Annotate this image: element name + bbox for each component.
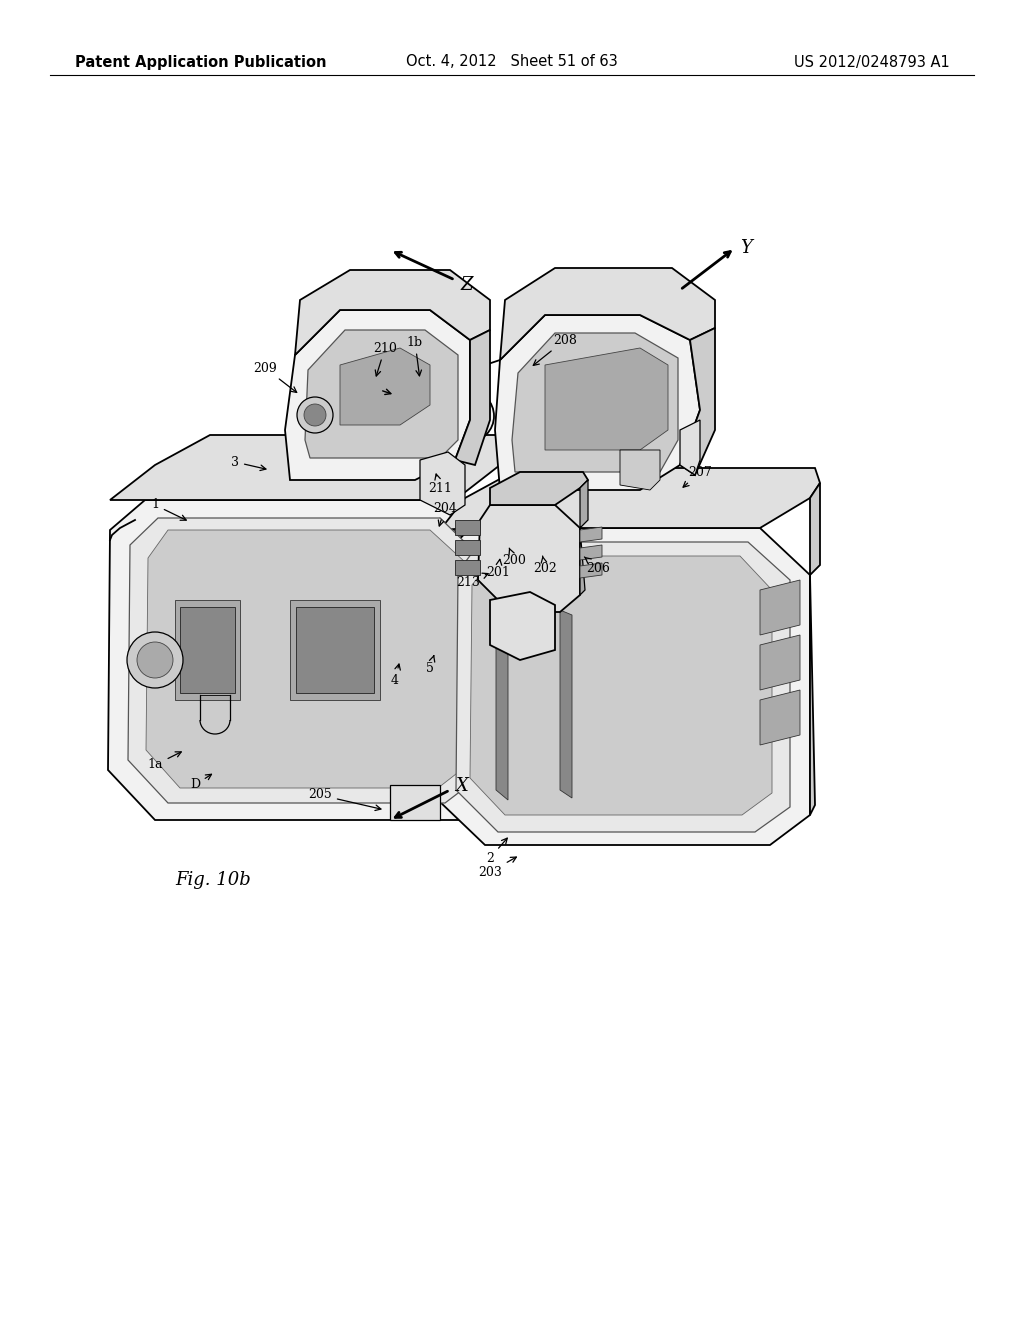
- Polygon shape: [490, 591, 555, 660]
- Text: 208: 208: [534, 334, 577, 366]
- Polygon shape: [455, 560, 480, 576]
- Text: D: D: [189, 775, 212, 792]
- Polygon shape: [512, 333, 678, 473]
- Polygon shape: [455, 520, 480, 535]
- Polygon shape: [440, 469, 820, 531]
- Text: X: X: [455, 777, 468, 795]
- Polygon shape: [108, 500, 500, 820]
- Text: 4: 4: [391, 664, 400, 686]
- Text: 206: 206: [585, 557, 610, 574]
- Polygon shape: [146, 531, 465, 788]
- Polygon shape: [495, 315, 700, 490]
- Polygon shape: [305, 330, 458, 458]
- Polygon shape: [580, 527, 602, 543]
- Text: Fig. 10b: Fig. 10b: [175, 871, 251, 888]
- Polygon shape: [580, 564, 602, 578]
- Circle shape: [442, 389, 494, 442]
- Polygon shape: [290, 601, 380, 700]
- Text: 202: 202: [534, 556, 557, 574]
- Polygon shape: [620, 450, 660, 490]
- Polygon shape: [175, 601, 240, 700]
- Polygon shape: [128, 517, 478, 803]
- Polygon shape: [760, 690, 800, 744]
- Text: Z: Z: [460, 276, 472, 294]
- Text: 201: 201: [486, 560, 510, 578]
- Text: Patent Application Publication: Patent Application Publication: [75, 54, 327, 70]
- Text: 209: 209: [253, 362, 297, 392]
- Text: 5: 5: [426, 656, 435, 675]
- Polygon shape: [580, 545, 602, 560]
- Text: 1b: 1b: [407, 335, 423, 376]
- Polygon shape: [285, 310, 470, 480]
- Polygon shape: [810, 483, 820, 814]
- Polygon shape: [500, 450, 510, 789]
- Polygon shape: [420, 451, 465, 515]
- Text: 205: 205: [308, 788, 381, 810]
- Polygon shape: [760, 579, 800, 635]
- Polygon shape: [560, 610, 572, 799]
- Polygon shape: [456, 543, 790, 832]
- Polygon shape: [390, 785, 440, 820]
- Polygon shape: [180, 607, 234, 693]
- Polygon shape: [580, 480, 588, 595]
- Text: Oct. 4, 2012   Sheet 51 of 63: Oct. 4, 2012 Sheet 51 of 63: [407, 54, 617, 70]
- Text: 200: 200: [502, 548, 526, 566]
- Circle shape: [304, 404, 326, 426]
- Polygon shape: [110, 436, 510, 500]
- Polygon shape: [470, 556, 772, 814]
- Circle shape: [127, 632, 183, 688]
- Polygon shape: [500, 268, 715, 360]
- Circle shape: [137, 642, 173, 678]
- Polygon shape: [455, 540, 480, 554]
- Text: 210: 210: [373, 342, 397, 376]
- Text: 211: 211: [428, 474, 452, 495]
- Polygon shape: [496, 620, 508, 800]
- Polygon shape: [680, 420, 700, 475]
- Polygon shape: [478, 506, 580, 612]
- Polygon shape: [545, 348, 668, 450]
- Polygon shape: [340, 348, 430, 425]
- Text: US 2012/0248793 A1: US 2012/0248793 A1: [795, 54, 950, 70]
- Polygon shape: [455, 330, 490, 465]
- Text: 204: 204: [433, 502, 457, 525]
- Text: 1a: 1a: [147, 752, 181, 771]
- Polygon shape: [295, 271, 490, 355]
- Polygon shape: [296, 607, 374, 693]
- Text: Y: Y: [740, 239, 752, 257]
- Text: 207: 207: [683, 466, 712, 487]
- Text: 3: 3: [231, 455, 266, 470]
- Polygon shape: [490, 473, 588, 506]
- Text: 203: 203: [478, 857, 516, 879]
- Text: 213: 213: [456, 573, 488, 589]
- Text: 2: 2: [486, 838, 507, 865]
- Circle shape: [297, 397, 333, 433]
- Polygon shape: [438, 528, 810, 845]
- Polygon shape: [760, 635, 800, 690]
- Polygon shape: [680, 327, 715, 475]
- Text: 1: 1: [151, 499, 186, 520]
